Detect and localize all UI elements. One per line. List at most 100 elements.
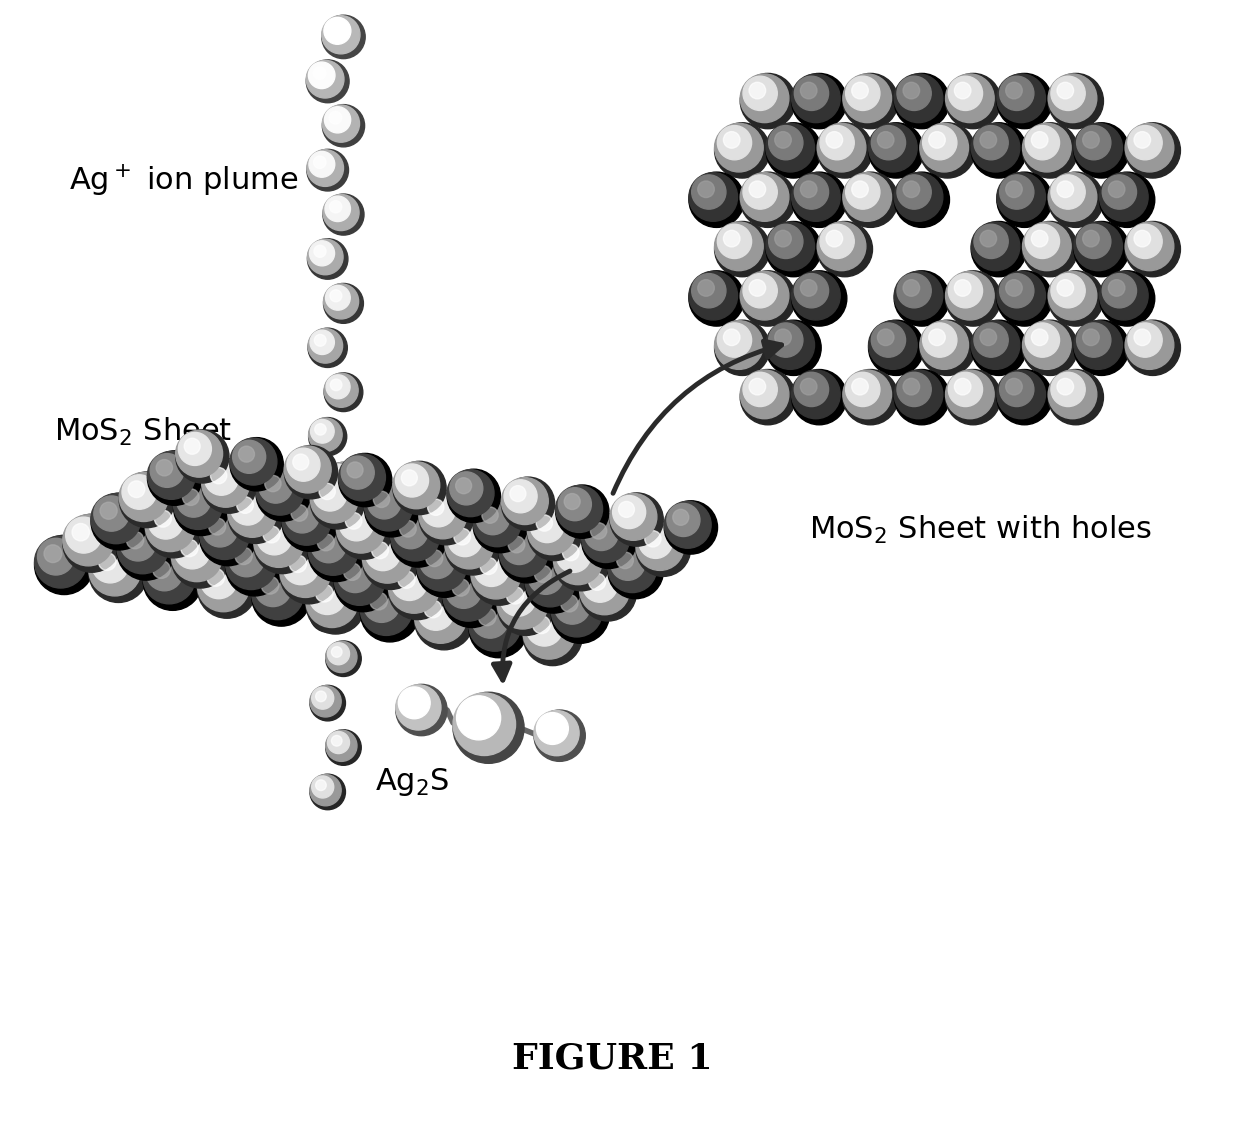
Circle shape bbox=[255, 466, 310, 521]
Circle shape bbox=[536, 515, 553, 531]
Circle shape bbox=[231, 491, 265, 525]
Circle shape bbox=[999, 372, 1034, 407]
Circle shape bbox=[471, 602, 508, 638]
Circle shape bbox=[310, 775, 341, 806]
Circle shape bbox=[422, 493, 455, 527]
Circle shape bbox=[343, 563, 361, 581]
Circle shape bbox=[202, 511, 238, 547]
Circle shape bbox=[1023, 222, 1071, 270]
Circle shape bbox=[72, 524, 89, 541]
Circle shape bbox=[322, 194, 365, 235]
Circle shape bbox=[63, 515, 114, 566]
Circle shape bbox=[319, 483, 335, 500]
Circle shape bbox=[723, 330, 740, 345]
Circle shape bbox=[37, 538, 74, 575]
Circle shape bbox=[500, 527, 554, 583]
Circle shape bbox=[252, 567, 304, 620]
Circle shape bbox=[584, 517, 619, 550]
Circle shape bbox=[148, 451, 202, 506]
Circle shape bbox=[396, 684, 448, 735]
Circle shape bbox=[852, 379, 868, 395]
Circle shape bbox=[723, 230, 740, 247]
Circle shape bbox=[1056, 379, 1074, 395]
Circle shape bbox=[749, 279, 765, 296]
Circle shape bbox=[610, 493, 657, 540]
Circle shape bbox=[311, 687, 334, 710]
Circle shape bbox=[331, 469, 342, 480]
Circle shape bbox=[997, 370, 1045, 419]
Circle shape bbox=[322, 105, 360, 142]
Circle shape bbox=[1052, 76, 1085, 111]
Circle shape bbox=[310, 241, 335, 266]
Circle shape bbox=[361, 583, 419, 642]
Circle shape bbox=[347, 462, 363, 478]
Circle shape bbox=[315, 584, 334, 602]
Circle shape bbox=[589, 573, 605, 591]
Circle shape bbox=[1006, 379, 1022, 395]
Circle shape bbox=[396, 464, 429, 497]
Circle shape bbox=[417, 540, 474, 597]
Circle shape bbox=[1076, 126, 1111, 160]
Circle shape bbox=[554, 589, 590, 624]
Circle shape bbox=[331, 557, 342, 568]
Circle shape bbox=[154, 510, 171, 527]
Circle shape bbox=[281, 497, 331, 545]
Circle shape bbox=[414, 591, 474, 650]
Circle shape bbox=[263, 526, 280, 543]
Circle shape bbox=[325, 552, 357, 584]
Circle shape bbox=[583, 567, 618, 602]
Circle shape bbox=[740, 74, 789, 122]
Circle shape bbox=[259, 470, 293, 503]
Circle shape bbox=[897, 76, 931, 111]
Circle shape bbox=[226, 538, 284, 596]
Circle shape bbox=[999, 274, 1034, 308]
Circle shape bbox=[971, 321, 1027, 376]
Circle shape bbox=[500, 581, 536, 617]
Circle shape bbox=[980, 230, 997, 247]
Circle shape bbox=[740, 271, 796, 326]
Circle shape bbox=[497, 577, 556, 636]
Circle shape bbox=[717, 224, 751, 259]
Circle shape bbox=[868, 123, 924, 178]
Circle shape bbox=[1048, 73, 1104, 129]
Circle shape bbox=[894, 74, 942, 122]
Circle shape bbox=[445, 519, 501, 575]
Circle shape bbox=[553, 535, 609, 591]
Circle shape bbox=[1074, 222, 1130, 277]
Circle shape bbox=[311, 528, 346, 563]
Circle shape bbox=[766, 321, 821, 376]
Circle shape bbox=[1125, 321, 1174, 369]
Circle shape bbox=[1100, 271, 1154, 326]
Circle shape bbox=[197, 559, 249, 612]
Circle shape bbox=[100, 502, 117, 519]
Circle shape bbox=[997, 271, 1045, 319]
Circle shape bbox=[309, 418, 347, 455]
Circle shape bbox=[202, 460, 249, 507]
Circle shape bbox=[228, 489, 277, 537]
Circle shape bbox=[306, 149, 348, 191]
Circle shape bbox=[946, 271, 1001, 326]
Circle shape bbox=[1125, 123, 1180, 178]
Circle shape bbox=[233, 441, 265, 473]
Circle shape bbox=[506, 586, 523, 604]
Circle shape bbox=[868, 123, 918, 172]
Circle shape bbox=[534, 710, 585, 761]
Circle shape bbox=[153, 560, 170, 578]
Circle shape bbox=[894, 271, 942, 319]
Circle shape bbox=[339, 453, 392, 507]
Circle shape bbox=[393, 462, 440, 509]
Circle shape bbox=[308, 525, 365, 582]
Circle shape bbox=[1074, 123, 1122, 172]
Circle shape bbox=[929, 131, 945, 148]
Circle shape bbox=[766, 123, 821, 178]
Circle shape bbox=[174, 481, 222, 529]
Circle shape bbox=[325, 462, 362, 500]
Circle shape bbox=[579, 564, 636, 621]
Circle shape bbox=[309, 418, 342, 452]
Circle shape bbox=[312, 478, 347, 511]
Circle shape bbox=[510, 485, 526, 501]
Circle shape bbox=[455, 478, 471, 493]
Circle shape bbox=[315, 513, 326, 524]
Circle shape bbox=[920, 321, 975, 376]
Circle shape bbox=[817, 123, 873, 178]
